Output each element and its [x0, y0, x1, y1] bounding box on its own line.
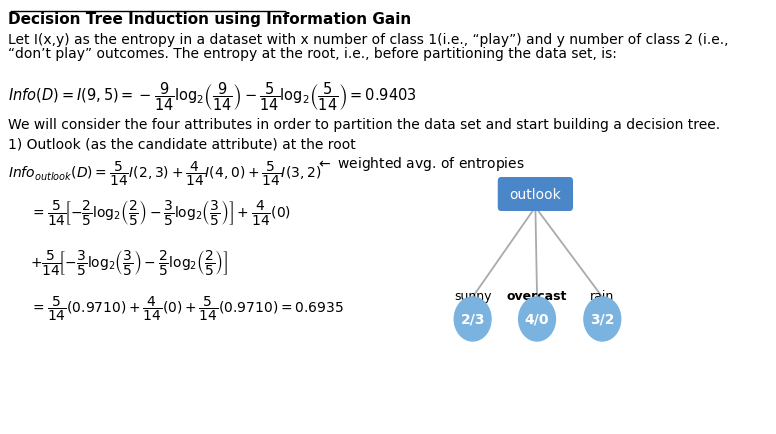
- Text: 1) Outlook (as the candidate attribute) at the root: 1) Outlook (as the candidate attribute) …: [9, 137, 356, 151]
- Text: sunny: sunny: [454, 289, 491, 302]
- Circle shape: [584, 297, 621, 341]
- Text: $\leftarrow$ weighted avg. of entropies: $\leftarrow$ weighted avg. of entropies: [316, 155, 525, 173]
- Text: $\mathit{Info}(D) = I(9,5) = -\dfrac{9}{14}\log_2\!\left(\dfrac{9}{14}\right)-\d: $\mathit{Info}(D) = I(9,5) = -\dfrac{9}{…: [9, 80, 417, 112]
- Text: $+\dfrac{5}{14}\!\left[-\dfrac{3}{5}\log_2\!\left(\dfrac{3}{5}\right)-\dfrac{2}{: $+\dfrac{5}{14}\!\left[-\dfrac{3}{5}\log…: [30, 247, 228, 276]
- Text: We will consider the four attributes in order to partition the data set and star: We will consider the four attributes in …: [9, 118, 720, 132]
- Text: overcast: overcast: [507, 289, 567, 302]
- Text: $= \dfrac{5}{14}\!\left[-\dfrac{2}{5}\log_2\!\left(\dfrac{2}{5}\right)-\dfrac{3}: $= \dfrac{5}{14}\!\left[-\dfrac{2}{5}\lo…: [30, 197, 291, 227]
- Text: Let I(x,y) as the entropy in a dataset with x number of class 1(i.e., “play”) an: Let I(x,y) as the entropy in a dataset w…: [9, 33, 729, 47]
- Text: 3/2: 3/2: [590, 312, 615, 326]
- Text: $\mathit{Info}_{\mathit{outlook}}(D) = \dfrac{5}{14}I(2,3)+\dfrac{4}{14}I(4,0)+\: $\mathit{Info}_{\mathit{outlook}}(D) = \…: [9, 160, 322, 188]
- Text: outlook: outlook: [510, 187, 561, 201]
- Circle shape: [518, 297, 556, 341]
- Circle shape: [454, 297, 491, 341]
- Text: “don’t play” outcomes. The entropy at the root, i.e., before partitioning the da: “don’t play” outcomes. The entropy at th…: [9, 47, 617, 61]
- FancyBboxPatch shape: [497, 178, 573, 211]
- Text: rain: rain: [591, 289, 615, 302]
- Text: 4/0: 4/0: [525, 312, 549, 326]
- Text: $= \dfrac{5}{14}(0.9710)+\dfrac{4}{14}(0)+\dfrac{5}{14}(0.9710) = 0.6935$: $= \dfrac{5}{14}(0.9710)+\dfrac{4}{14}(0…: [30, 294, 344, 322]
- Text: Decision Tree Induction using Information Gain: Decision Tree Induction using Informatio…: [9, 12, 411, 27]
- Text: 2/3: 2/3: [460, 312, 485, 326]
